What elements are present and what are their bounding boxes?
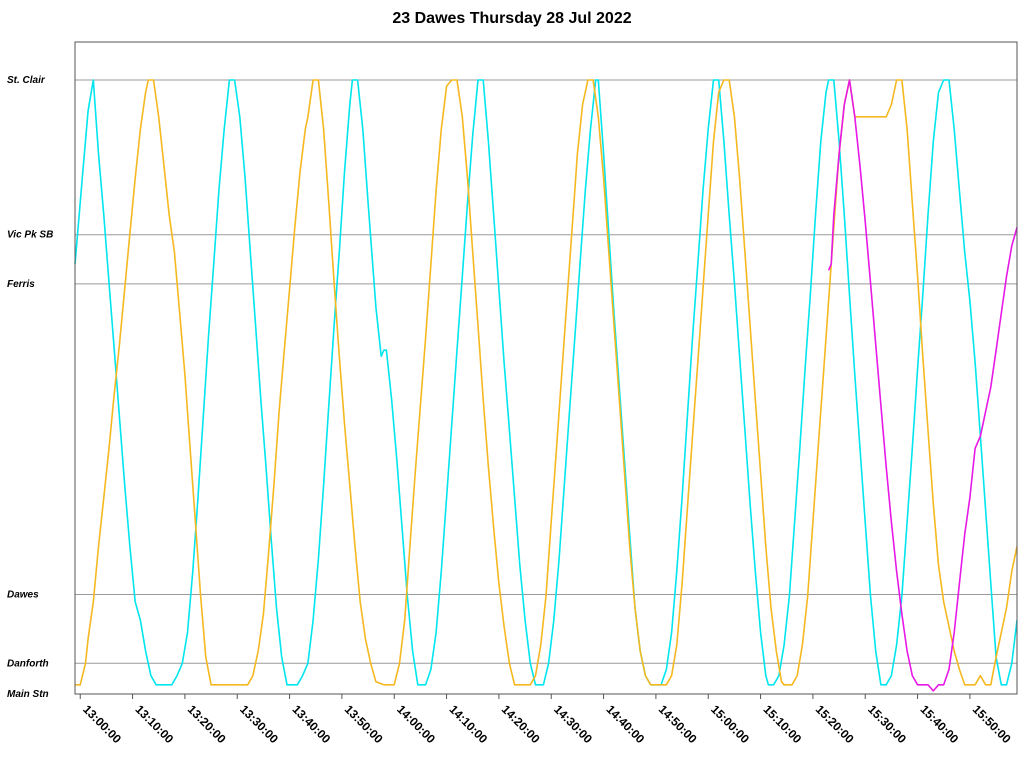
stop-label: Danforth (7, 658, 49, 669)
x-tick-label: 14:10:00 (446, 702, 490, 746)
x-tick-label: 15:10:00 (760, 702, 804, 746)
x-tick-label: 15:40:00 (917, 702, 961, 746)
stop-label: Ferris (7, 279, 35, 290)
x-tick-label: 15:50:00 (970, 702, 1014, 746)
x-tick-label: 14:20:00 (499, 702, 543, 746)
x-tick-label: 13:20:00 (185, 702, 229, 746)
series-line (827, 79, 1018, 692)
x-tick-label: 13:00:00 (80, 702, 124, 746)
x-tick-label: 14:00:00 (394, 702, 438, 746)
x-tick-label: 13:40:00 (289, 702, 333, 746)
x-tick-label: 15:00:00 (708, 702, 752, 746)
x-tick-label: 14:30:00 (551, 702, 595, 746)
x-tick-label: 13:50:00 (342, 702, 386, 746)
x-tick-label: 14:50:00 (656, 702, 700, 746)
plot-frame (74, 41, 1018, 695)
stop-label: Main Stn (7, 689, 49, 700)
x-tick-label: 14:40:00 (603, 702, 647, 746)
x-tick-label: 13:10:00 (132, 702, 176, 746)
x-tick-label: 15:30:00 (865, 702, 909, 746)
series-line (74, 79, 1018, 686)
stop-label: Vic Pk SB (7, 230, 53, 241)
x-tick-label: 13:30:00 (237, 702, 281, 746)
x-tick-label: 15:20:00 (813, 702, 857, 746)
x-axis-ticks: 13:00:00 13:10:00 13:20:00 13:30:00 13:40:00… (79, 694, 1014, 746)
series-layer (74, 79, 1018, 692)
chart-title: 23 Dawes Thursday 28 Jul 2022 (392, 10, 632, 27)
stop-label: St. Clair (7, 75, 46, 86)
stop-labels: St. Clair Vic Pk SB Ferris Dawes Danforth Mai… (7, 75, 53, 700)
stop-label: Dawes (7, 590, 39, 601)
